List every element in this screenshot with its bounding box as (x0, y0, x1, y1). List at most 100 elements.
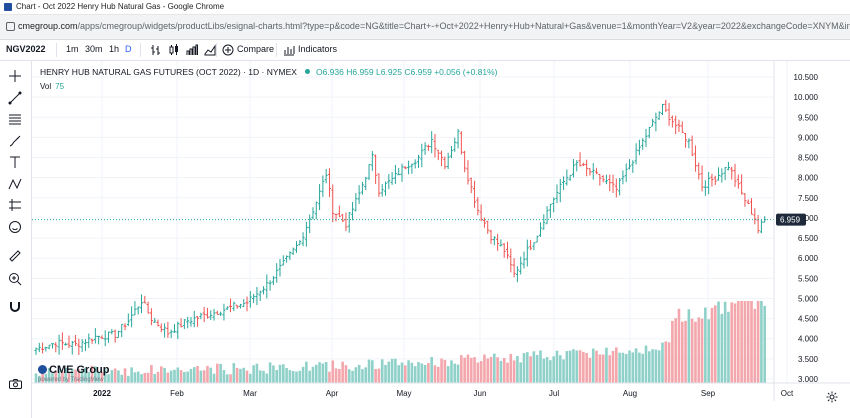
zoom-in-icon[interactable] (8, 272, 22, 286)
candles-icon[interactable] (168, 44, 180, 58)
ohlc-bar (446, 152, 450, 170)
volume-bar (70, 369, 74, 383)
volume-bar (489, 356, 493, 383)
time-axis[interactable]: 2022 Feb Mar Apr May Jun Jul Aug Sep Oct (32, 382, 850, 398)
interval-1h[interactable]: 1h (109, 44, 120, 54)
pattern-icon[interactable] (8, 177, 22, 191)
compare-plus-icon[interactable] (222, 44, 234, 58)
ohlc-bar (664, 99, 668, 112)
fib-lines-icon[interactable] (8, 112, 22, 126)
market-status-icon (304, 69, 310, 74)
volume-bar (74, 369, 77, 383)
ohlc-bar (449, 146, 453, 159)
volume-bar (654, 349, 658, 383)
ohlc-bar (393, 164, 397, 184)
cme-logo[interactable]: CME Group powered by TradingView (38, 360, 110, 383)
ohlc-bar (324, 168, 328, 184)
emoji-icon[interactable] (8, 220, 22, 234)
compare-button[interactable]: Compare (237, 44, 275, 54)
volume-bar (512, 360, 516, 383)
ohlc-bar (182, 319, 186, 330)
ohlc-bar (225, 306, 229, 310)
symbol-search[interactable]: NGV2022 (6, 44, 46, 54)
volume-legend: Vol 75 (40, 82, 64, 91)
volume-bar (209, 367, 213, 383)
ohlc-bar (130, 306, 134, 328)
ohlc-bar (571, 159, 575, 178)
ruler-icon[interactable] (8, 249, 22, 263)
volume-bar (565, 351, 569, 383)
ohlc-bar (433, 133, 437, 158)
ohlc-bar (321, 175, 325, 197)
ohlc-bar (219, 311, 223, 317)
brush-icon[interactable] (8, 134, 22, 148)
ohlc-bar (271, 276, 275, 286)
area-chart-icon[interactable] (204, 44, 216, 58)
volume-bar (288, 370, 292, 383)
interval-d[interactable]: D (125, 44, 132, 54)
volume-bar (245, 370, 249, 383)
ohlc-bar (565, 169, 569, 186)
magnet-icon[interactable] (8, 300, 22, 314)
volume-bar (680, 321, 684, 383)
interval-30m[interactable]: 30m (85, 44, 103, 54)
volume-bar (535, 355, 539, 383)
ohlc-bar (232, 301, 236, 311)
ohlc-bar (628, 159, 632, 170)
settings-gear-icon[interactable] (826, 390, 838, 403)
volume-bar (94, 366, 97, 383)
bar-style-icon[interactable] (150, 44, 162, 58)
indicators-button[interactable]: Indicators (298, 44, 338, 54)
ohlc-bar (548, 203, 552, 218)
price-tick-label: 7.500 (798, 194, 819, 203)
volume-bar (506, 362, 509, 383)
powered-by: powered by TradingView (38, 377, 104, 383)
volume-bar (159, 366, 163, 383)
ohlc-bar (595, 167, 599, 175)
volume-bar (479, 360, 483, 383)
ohlc-bar (116, 330, 120, 338)
volume-bar (189, 368, 193, 383)
volume-bar (150, 365, 153, 383)
ohlc-bar (647, 126, 651, 139)
volume-bar (374, 369, 377, 383)
price-chart[interactable]: 10.500 10.000 9.500 9.000 8.500 8.000 7.500 7.0… (32, 61, 850, 401)
trend-line-icon[interactable] (8, 91, 22, 105)
ohlc-bar (545, 206, 549, 225)
ohlc-bar (380, 184, 384, 197)
volume-bar (647, 351, 651, 383)
address-bar[interactable]: cmegroup.com/apps/cmegroup/widgets/produ… (0, 15, 850, 40)
volume-bar (443, 359, 447, 383)
crosshair-icon[interactable] (8, 69, 22, 83)
text-tool-icon[interactable] (8, 155, 22, 169)
camera-icon[interactable] (9, 376, 22, 389)
volume-bar (628, 350, 631, 383)
url-text[interactable]: cmegroup.com/apps/cmegroup/widgets/produ… (18, 21, 850, 31)
indicators-icon[interactable] (283, 44, 295, 58)
ohlc-bar (140, 294, 144, 314)
volume-bar (588, 357, 592, 383)
ohlc-bar (443, 156, 447, 170)
ohlc-bar (384, 181, 388, 196)
volume-bar (344, 365, 348, 383)
ohlc-bar (555, 184, 559, 204)
volume-bar (525, 352, 529, 383)
volume-bar (57, 365, 61, 383)
volume-bar (713, 305, 717, 383)
volume-bar (196, 366, 199, 383)
interval-1m[interactable]: 1m (66, 44, 79, 54)
toolbar-divider (216, 43, 217, 57)
price-axis[interactable]: 10.500 10.000 9.500 9.000 8.500 8.000 7.500 7.0… (773, 61, 819, 401)
prediction-icon[interactable] (8, 198, 22, 212)
volume-bar (450, 360, 453, 383)
volume-bar (262, 370, 265, 383)
ohlc-bar (136, 306, 140, 315)
volume-bar (324, 361, 328, 383)
ohlc-bar (209, 310, 213, 320)
volume-bar (469, 357, 473, 383)
ohlc-bar (120, 323, 124, 338)
hollow-candles-icon[interactable] (186, 44, 198, 58)
ohlc-bar (60, 332, 64, 350)
lock-icon[interactable] (6, 22, 15, 31)
ohlc-bar (64, 342, 68, 346)
